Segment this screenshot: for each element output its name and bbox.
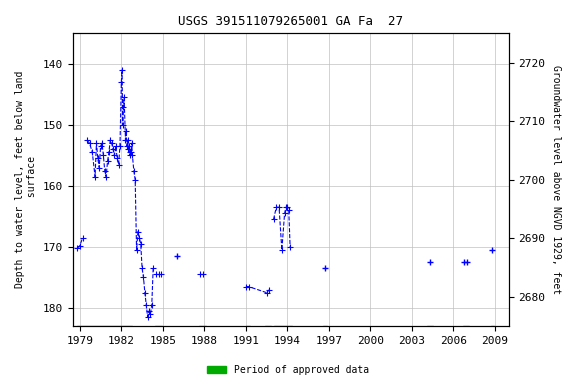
Y-axis label: Groundwater level above NGVD 1929, feet: Groundwater level above NGVD 1929, feet — [551, 65, 561, 295]
Title: USGS 391511079265001 GA Fa  27: USGS 391511079265001 GA Fa 27 — [179, 15, 403, 28]
Y-axis label: Depth to water level, feet below land
 surface: Depth to water level, feet below land su… — [15, 71, 37, 288]
Legend: Period of approved data: Period of approved data — [203, 361, 373, 379]
